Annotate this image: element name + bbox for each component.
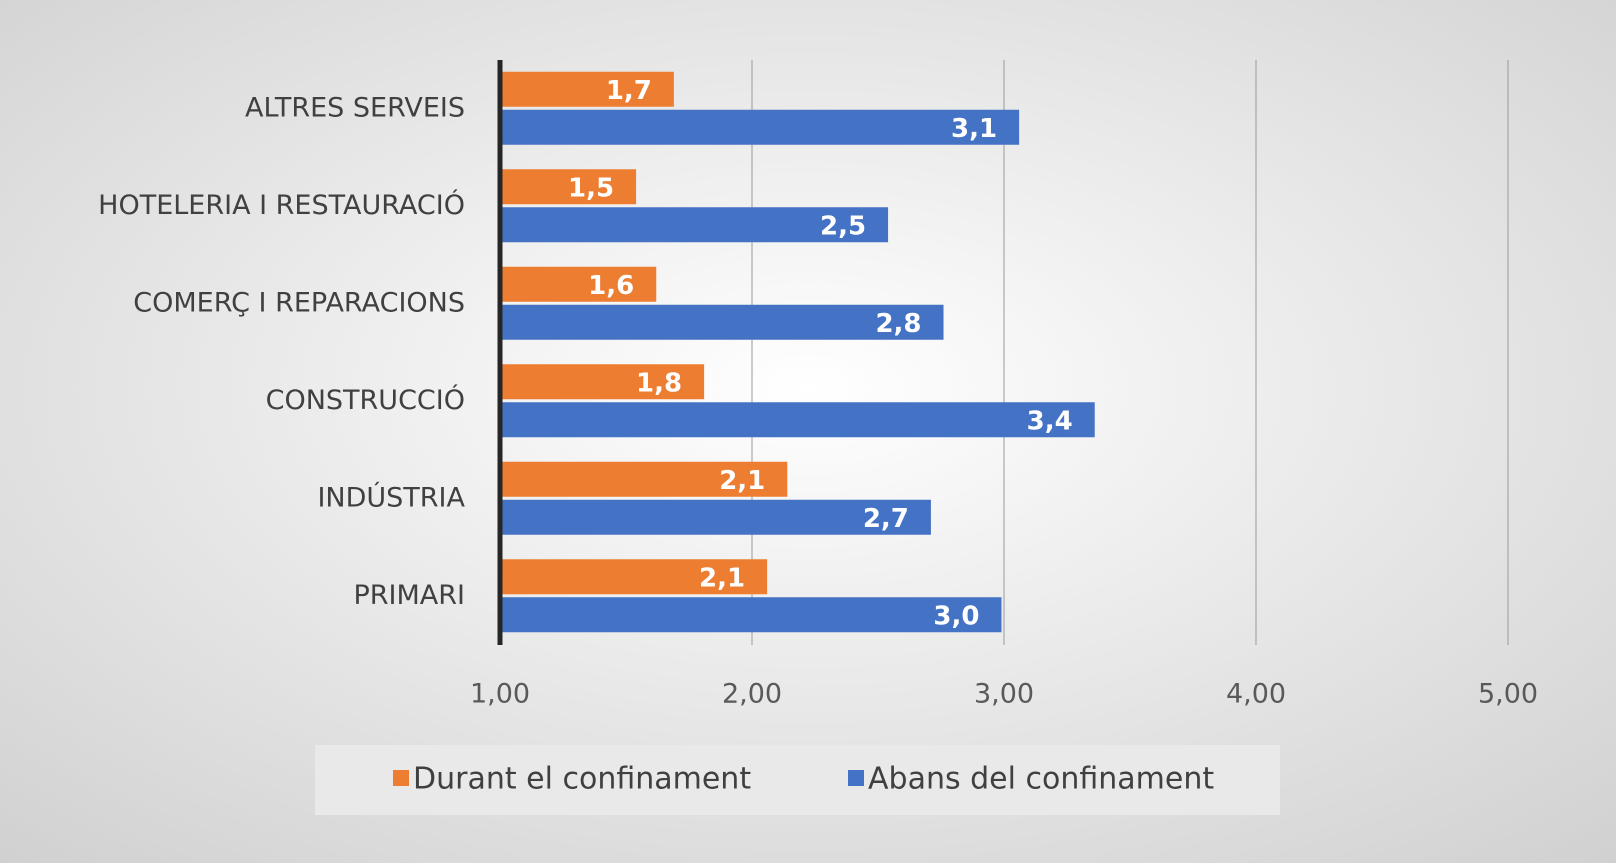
data-label: 3,1 bbox=[951, 114, 997, 144]
bar bbox=[500, 169, 637, 205]
y-tick-label: COMERÇ I REPARACIONS bbox=[133, 287, 465, 318]
legend-swatch bbox=[393, 770, 409, 786]
data-label: 2,5 bbox=[820, 211, 866, 241]
x-tick-label: 3,00 bbox=[974, 679, 1034, 710]
y-tick-label: ALTRES SERVEIS bbox=[245, 92, 465, 123]
bar bbox=[500, 109, 1020, 145]
data-label: 2,7 bbox=[863, 504, 909, 534]
data-label: 3,4 bbox=[1027, 406, 1073, 436]
legend-label: Durant el confinament bbox=[413, 762, 751, 797]
data-label: 1,6 bbox=[588, 271, 634, 301]
y-tick-label: PRIMARI bbox=[354, 580, 466, 611]
y-tick-label: CONSTRUCCIÓ bbox=[266, 384, 465, 416]
bar bbox=[500, 266, 657, 302]
data-label: 2,1 bbox=[699, 563, 745, 593]
legend-label: Abans del confinament bbox=[868, 762, 1214, 797]
legend-box bbox=[315, 745, 1280, 815]
x-tick-label: 5,00 bbox=[1478, 679, 1538, 710]
bar bbox=[500, 364, 705, 400]
data-label: 1,5 bbox=[568, 173, 614, 203]
bar bbox=[500, 597, 1002, 633]
bar bbox=[500, 402, 1095, 438]
bar bbox=[500, 304, 944, 340]
y-tick-label: HOTELERIA I RESTAURACIÓ bbox=[98, 189, 465, 221]
data-label: 1,8 bbox=[636, 368, 682, 398]
x-tick-label: 4,00 bbox=[1226, 679, 1286, 710]
bar bbox=[500, 207, 889, 243]
y-tick-label: INDÚSTRIA bbox=[317, 481, 465, 513]
x-tick-label: 1,00 bbox=[470, 679, 530, 710]
bar bbox=[500, 559, 768, 595]
bar bbox=[500, 499, 931, 535]
legend-swatch bbox=[848, 770, 864, 786]
data-label: 3,0 bbox=[933, 601, 979, 631]
bar bbox=[500, 71, 674, 107]
data-label: 2,1 bbox=[719, 466, 765, 496]
data-label: 2,8 bbox=[875, 309, 921, 339]
bar bbox=[500, 461, 788, 497]
data-label: 1,7 bbox=[606, 76, 652, 106]
x-tick-label: 2,00 bbox=[722, 679, 782, 710]
